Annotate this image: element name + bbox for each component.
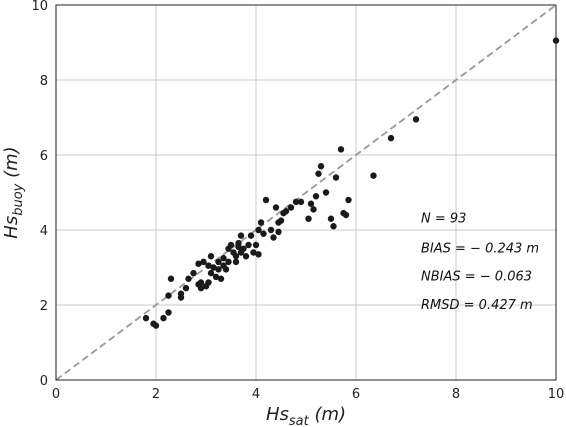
data-point-13	[195, 260, 202, 267]
data-point-15	[197, 279, 205, 286]
data-point-49	[260, 230, 267, 237]
data-point-65	[312, 193, 320, 200]
data-point-24	[215, 258, 222, 266]
stat-n: N = 93	[421, 212, 466, 227]
data-point-11	[190, 269, 197, 277]
data-point-46	[255, 226, 262, 234]
data-point-29	[222, 266, 230, 273]
x-axis-label-subscript: sat	[289, 414, 310, 427]
data-point-67	[317, 163, 325, 170]
stat-rmsd: RMSD = 0.427 m	[421, 298, 533, 313]
data-point-45	[252, 241, 260, 249]
data-point-8	[177, 290, 185, 297]
data-point-71	[332, 174, 340, 181]
y-tick-label-3: 6	[40, 149, 48, 164]
data-point-22	[210, 264, 217, 271]
data-point-43	[247, 232, 255, 239]
data-point-64	[310, 206, 317, 213]
data-point-62	[305, 215, 312, 222]
data-point-59	[287, 204, 295, 211]
scatter-points	[142, 37, 560, 329]
data-point-25	[215, 266, 222, 273]
data-point-9	[182, 284, 190, 292]
data-point-66	[315, 170, 322, 177]
data-point-31	[225, 258, 232, 266]
y-tick-labels: 0 2 4 6 8 10	[31, 0, 48, 389]
x-tick-label-1: 2	[152, 387, 160, 402]
data-point-41	[242, 253, 250, 260]
data-point-42	[245, 241, 252, 249]
x-tick-label-5: 10	[548, 387, 565, 402]
data-point-26	[217, 275, 225, 282]
data-point-70	[330, 223, 337, 230]
data-point-18	[205, 279, 212, 286]
data-point-14	[197, 284, 205, 292]
x-axis-label: Hssat (m)	[266, 404, 346, 427]
x-tick-label-4: 8	[452, 387, 460, 402]
y-tick-label-2: 4	[40, 224, 48, 239]
data-point-21	[207, 253, 215, 260]
data-point-75	[345, 196, 352, 204]
data-point-0	[142, 314, 150, 322]
data-point-6	[167, 275, 175, 282]
plot-frame	[55, 4, 557, 381]
data-point-63	[307, 200, 315, 207]
data-point-20	[207, 269, 215, 277]
data-point-47	[255, 251, 262, 258]
statistics-annotation: N = 93 BIAS = − 0.243 m NBIAS = − 0.063 …	[421, 212, 539, 313]
data-point-2	[152, 322, 160, 329]
data-point-34	[232, 253, 240, 260]
data-point-51	[267, 226, 275, 234]
data-point-61	[297, 198, 305, 206]
data-point-10	[185, 275, 192, 282]
data-point-72	[337, 146, 345, 153]
data-point-32	[227, 241, 235, 249]
data-point-60	[292, 198, 300, 206]
x-tick-labels: 0 2 4 6 8 10	[52, 387, 564, 402]
stat-bias: BIAS = − 0.243 m	[421, 242, 539, 257]
y-tick-label-5: 10	[31, 0, 48, 14]
data-point-69	[327, 215, 335, 222]
data-point-52	[270, 234, 277, 241]
data-point-44	[250, 249, 257, 256]
data-point-68	[322, 189, 330, 196]
data-point-78	[412, 116, 420, 123]
data-point-48	[257, 219, 265, 226]
x-tick-label-0: 0	[52, 387, 60, 402]
data-point-5	[165, 292, 172, 299]
x-axis-label-unit: (m)	[309, 404, 346, 425]
y-axis-label-base: Hs	[1, 216, 22, 239]
y-axis-label-unit: (m)	[1, 146, 22, 183]
data-point-38	[237, 232, 245, 239]
data-point-35	[232, 258, 240, 266]
y-tick-label-4: 8	[40, 74, 48, 89]
y-tick-label-0: 0	[40, 374, 48, 389]
data-point-58	[282, 208, 290, 215]
data-point-27	[220, 254, 227, 262]
data-point-37	[235, 239, 242, 247]
x-axis-label-base: Hs	[266, 404, 289, 425]
data-point-56	[277, 217, 285, 224]
data-point-19	[205, 262, 212, 269]
data-point-4	[165, 309, 172, 316]
data-point-76	[370, 172, 377, 179]
stat-nbias: NBIAS = − 0.063	[421, 270, 532, 285]
one-to-one-reference-line	[55, 4, 557, 381]
data-point-16	[200, 258, 207, 266]
y-tick-label-1: 2	[40, 299, 48, 314]
x-tick-label-3: 6	[352, 387, 360, 402]
data-point-3	[160, 314, 167, 322]
data-point-55	[275, 228, 282, 236]
data-point-50	[262, 196, 270, 204]
data-point-74	[342, 211, 350, 219]
data-point-77	[387, 134, 395, 142]
x-tick-label-2: 4	[252, 387, 260, 402]
y-axis-label: Hsbuoy (m)	[1, 146, 26, 238]
y-axis-label-subscript: buoy	[11, 183, 26, 215]
data-point-40	[240, 245, 247, 252]
data-point-23	[212, 273, 220, 281]
data-point-53	[272, 204, 280, 211]
